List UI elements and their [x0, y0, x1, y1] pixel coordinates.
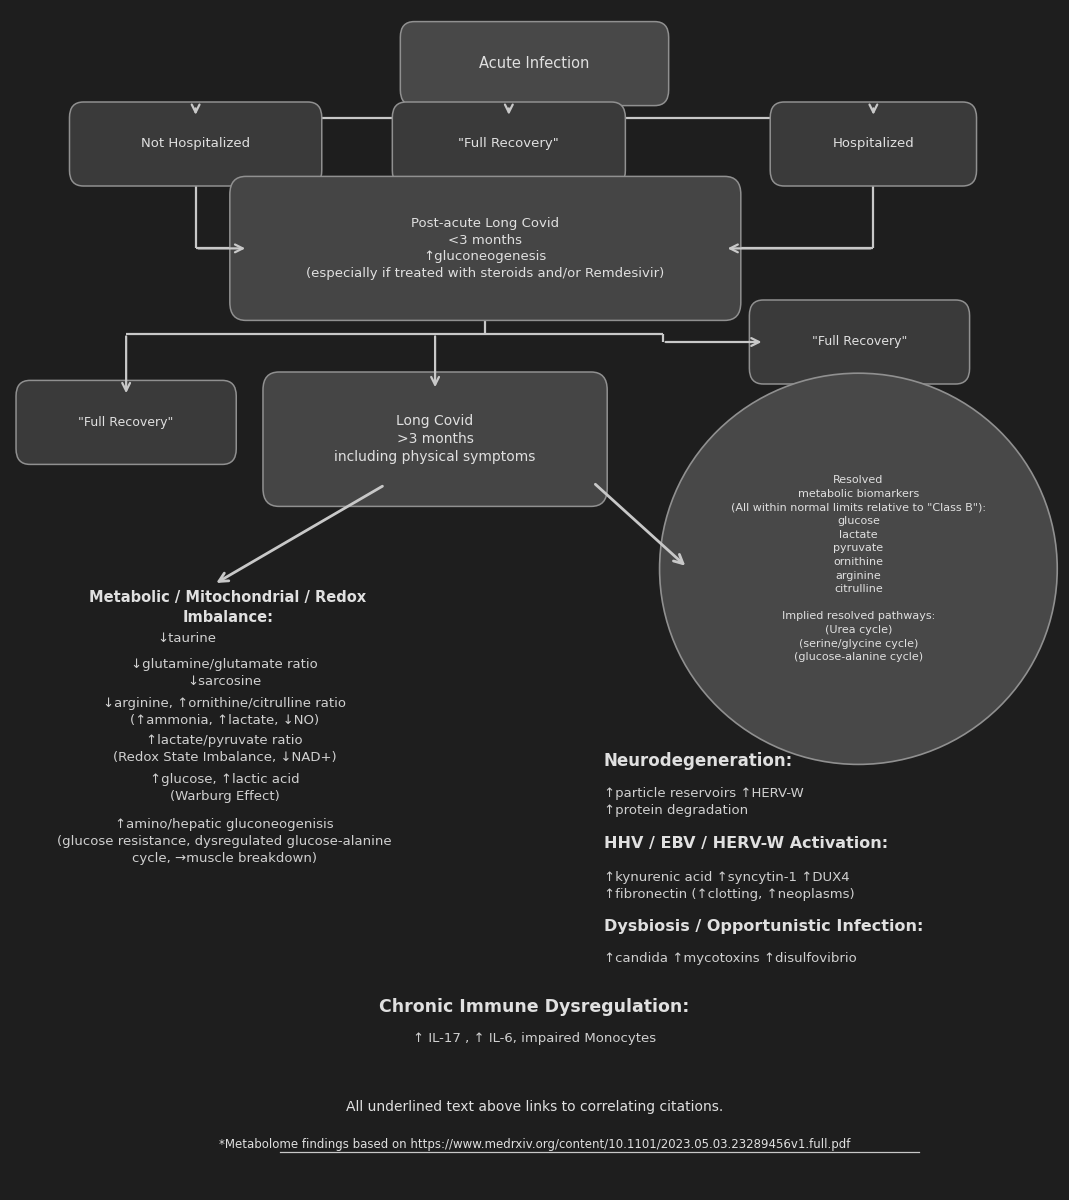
Text: ↑amino/hepatic gluconeogenisis
(glucose resistance, dysregulated glucose-alanine: ↑amino/hepatic gluconeogenisis (glucose …: [57, 818, 392, 865]
Text: All underlined text above links to correlating citations.: All underlined text above links to corre…: [346, 1100, 723, 1115]
Text: ↓taurine: ↓taurine: [157, 632, 217, 646]
Text: HHV / EBV / HERV-W Activation:: HHV / EBV / HERV-W Activation:: [604, 836, 888, 852]
Text: ↑ IL-17 , ↑ IL-6, impaired Monocytes: ↑ IL-17 , ↑ IL-6, impaired Monocytes: [413, 1032, 656, 1045]
Text: "Full Recovery": "Full Recovery": [459, 138, 559, 150]
FancyBboxPatch shape: [263, 372, 607, 506]
FancyBboxPatch shape: [16, 380, 236, 464]
FancyBboxPatch shape: [770, 102, 977, 186]
FancyBboxPatch shape: [749, 300, 970, 384]
Text: Acute Infection: Acute Infection: [479, 56, 590, 71]
FancyBboxPatch shape: [392, 102, 625, 186]
FancyBboxPatch shape: [400, 22, 669, 106]
FancyBboxPatch shape: [69, 102, 322, 186]
Text: Long Covid
>3 months
including physical symptoms: Long Covid >3 months including physical …: [335, 414, 536, 464]
Text: ↓glutamine/glutamate ratio
↓sarcosine: ↓glutamine/glutamate ratio ↓sarcosine: [131, 658, 317, 688]
Text: Neurodegeneration:: Neurodegeneration:: [604, 752, 793, 770]
Text: ↑kynurenic acid ↑syncytin-1 ↑DUX4
↑fibronectin (↑clotting, ↑neoplasms): ↑kynurenic acid ↑syncytin-1 ↑DUX4 ↑fibro…: [604, 871, 854, 901]
Text: Dysbiosis / Opportunistic Infection:: Dysbiosis / Opportunistic Infection:: [604, 919, 924, 934]
Text: ↑particle reservoirs ↑HERV-W
↑protein degradation: ↑particle reservoirs ↑HERV-W ↑protein de…: [604, 787, 804, 817]
Text: Not Hospitalized: Not Hospitalized: [141, 138, 250, 150]
Text: ↑candida ↑mycotoxins ↑disulfovibrio: ↑candida ↑mycotoxins ↑disulfovibrio: [604, 952, 856, 965]
Text: ↑lactate/pyruvate ratio
(Redox State Imbalance, ↓NAD+): ↑lactate/pyruvate ratio (Redox State Imb…: [112, 734, 337, 764]
Text: "Full Recovery": "Full Recovery": [78, 416, 174, 428]
Text: Post-acute Long Covid
<3 months
↑gluconeogenesis
(especially if treated with ste: Post-acute Long Covid <3 months ↑glucone…: [306, 217, 665, 280]
Text: "Full Recovery": "Full Recovery": [811, 336, 908, 348]
Text: *Metabolome findings based on https://www.medrxiv.org/content/10.1101/2023.05.03: *Metabolome findings based on https://ww…: [219, 1138, 850, 1151]
Text: Metabolic / Mitochondrial / Redox
Imbalance:: Metabolic / Mitochondrial / Redox Imbala…: [89, 590, 367, 625]
Text: ↓arginine, ↑ornithine/citrulline ratio
(↑ammonia, ↑lactate, ↓NO): ↓arginine, ↑ornithine/citrulline ratio (…: [103, 697, 346, 727]
FancyBboxPatch shape: [230, 176, 741, 320]
Text: ↑glucose, ↑lactic acid
(Warburg Effect): ↑glucose, ↑lactic acid (Warburg Effect): [150, 773, 299, 803]
Text: Chronic Immune Dysregulation:: Chronic Immune Dysregulation:: [379, 998, 690, 1016]
Ellipse shape: [660, 373, 1057, 764]
Text: Hospitalized: Hospitalized: [833, 138, 914, 150]
Text: Resolved
metabolic biomarkers
(All within normal limits relative to "Class B"):
: Resolved metabolic biomarkers (All withi…: [731, 475, 986, 662]
